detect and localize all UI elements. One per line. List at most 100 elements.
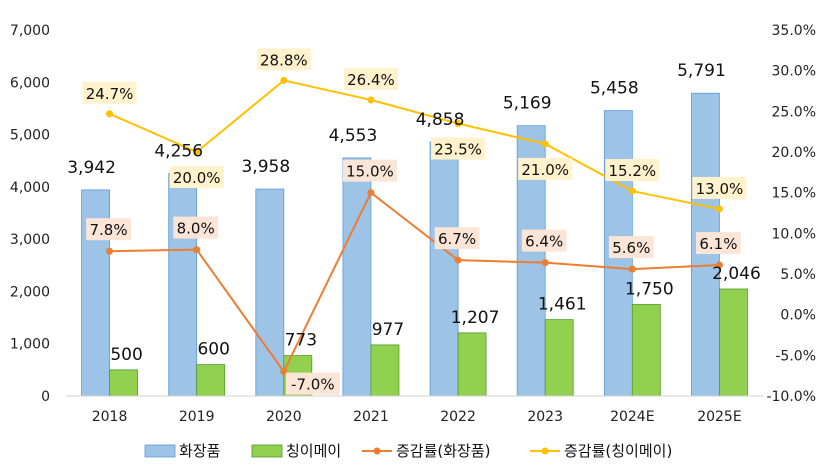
y-right-tick-7: 25.0% — [772, 104, 816, 120]
cosmetics-bar-2020 — [255, 188, 285, 397]
legend-label-cosmetics: 화장품 — [179, 442, 220, 460]
x-tick-2019: 2019 — [179, 409, 215, 425]
cosmetics-growth-point-2020 — [280, 368, 288, 376]
cosmetics-growth-point-2024E — [628, 265, 636, 273]
cosmetics-value-label-2020: 3,958 — [241, 157, 290, 177]
chicmax-growth-label-2021-group: 26.4% — [343, 67, 398, 90]
cosmetics-growth-point-2022 — [454, 256, 462, 264]
chicmax-value-label-2022: 1,207 — [451, 308, 500, 328]
chicmax-growth-point-2025E — [715, 205, 723, 213]
y-left-tick-6: 6,000 — [10, 75, 50, 91]
chicmax-value-label-2024E: 1,750 — [625, 280, 674, 300]
cosmetics-growth-label-2021: 15.0% — [346, 163, 394, 181]
y-right-tick-9: 35.0% — [772, 23, 816, 39]
cosmetics-growth-label-2023-group: 6.4% — [521, 229, 567, 252]
cosmetics-growth-label-2020-group: -7.0% — [285, 372, 340, 395]
cosmetics-growth-point-2018 — [106, 247, 114, 255]
lines-layer — [106, 76, 723, 376]
chicmax-growth-label-2022-bg — [431, 137, 486, 160]
chicmax-growth-line — [109, 79, 720, 210]
chicmax-growth-label-2025E-bg — [692, 176, 747, 199]
chicmax-growth-label-2020-group: 28.8% — [256, 48, 311, 71]
cosmetics-growth-label-2023: 6.4% — [525, 233, 563, 251]
cosmetics-growth-label-2019-group: 8.0% — [173, 216, 219, 239]
chicmax-bar-2021 — [370, 344, 400, 397]
legend-label-chicmax: 칭이메이 — [286, 442, 341, 460]
cosmetics-growth-label-2024E-bg — [608, 236, 654, 259]
cosmetics-growth-label-2019-bg — [173, 216, 219, 239]
chicmax-value-label-2021: 977 — [372, 320, 404, 340]
cosmetics-growth-label-2022: 6.7% — [438, 230, 476, 248]
chicmax-growth-label-2019-bg — [169, 166, 224, 188]
y-left-tick-2: 2,000 — [10, 284, 50, 300]
cosmetics-growth-label-2019: 8.0% — [177, 220, 215, 238]
y-right-tick-2: 0.0% — [780, 308, 816, 324]
y-right-tick-3: 5.0% — [780, 267, 816, 283]
chicmax-growth-label-2020: 28.8% — [260, 51, 308, 69]
legend-swatch-chicmax — [251, 444, 283, 458]
chicmax-bar-2018 — [109, 369, 138, 397]
cosmetics-growth-label-2022-bg — [434, 227, 480, 250]
cosmetics-growth-label-2024E: 5.6% — [612, 239, 650, 257]
chicmax-value-label-2020: 773 — [285, 331, 317, 351]
x-tick-2023: 2023 — [527, 409, 563, 425]
chicmax-growth-label-2018-bg — [82, 81, 137, 104]
legend: 화장품 칭이메이 증감률(화장품) 증감률(칭이메이) — [144, 442, 672, 460]
cosmetics-bar-2021 — [342, 157, 372, 397]
chicmax-bar-2025E — [719, 288, 748, 397]
chicmax-value-label-2023: 1,461 — [538, 295, 587, 315]
chicmax-bar-2022 — [457, 332, 487, 397]
chicmax-growth-label-2024E-group: 15.2% — [605, 159, 660, 182]
x-tick-2018: 2018 — [92, 409, 128, 425]
x-tick-2025E: 2025E — [697, 409, 741, 425]
cosmetics-value-label-2021: 4,553 — [329, 126, 378, 146]
labels-layer: 3,942 4,256 3,958 4,553 4,858 5,169 5,458 5,791… — [67, 48, 761, 395]
chicmax-growth-label-2018-group: 24.7% — [82, 81, 137, 104]
x-tick-2021: 2021 — [353, 409, 389, 425]
legend-label-chicmax-growth: 증감률(칭이메이) — [564, 442, 672, 460]
cosmetics-value-label-2023: 5,169 — [503, 94, 552, 114]
axes-layer: 0 1,000 2,000 3,000 4,000 5,000 6,000 7,000 -10.… — [10, 23, 816, 425]
cosmetics-growth-line — [109, 191, 720, 374]
legend-marker-chicmax-growth — [541, 447, 549, 455]
y-left-tick-3: 3,000 — [10, 232, 50, 248]
legend-swatch-cosmetics — [144, 444, 176, 458]
y-left-tick-5: 5,000 — [10, 128, 50, 144]
cosmetics-value-label-2024E: 5,458 — [590, 79, 639, 99]
chicmax-growth-label-2021-bg — [343, 67, 398, 90]
y-right-tick-8: 30.0% — [772, 64, 816, 80]
chicmax-growth-point-2018 — [106, 110, 114, 118]
chicmax-growth-label-2025E-group: 13.0% — [692, 176, 747, 199]
cosmetics-growth-label-2025E-group: 6.1% — [696, 232, 741, 255]
y-right-tick-6: 20.0% — [772, 145, 816, 161]
y-left-tick-1: 1,000 — [10, 337, 50, 353]
chicmax-growth-label-2022: 23.5% — [434, 141, 482, 159]
cosmetics-growth-point-2025E — [715, 261, 723, 269]
chicmax-growth-label-2023-group: 21.0% — [518, 157, 573, 180]
chicmax-growth-label-2018: 24.7% — [86, 85, 134, 103]
cosmetics-value-label-2019: 4,256 — [154, 141, 203, 161]
legend-marker-cosmetics-growth — [373, 447, 381, 455]
chicmax-growth-label-2025E: 13.0% — [696, 180, 744, 198]
cosmetics-growth-point-2021 — [367, 189, 375, 197]
y-right-tick-4: 10.0% — [772, 226, 816, 242]
y-left-tick-0: 0 — [41, 389, 50, 405]
cosmetics-growth-label-2021-bg — [342, 159, 397, 182]
cosmetics-growth-label-2020: -7.0% — [291, 376, 335, 394]
chicmax-growth-label-2021: 26.4% — [347, 71, 395, 89]
chicmax-growth-point-2020 — [280, 76, 288, 84]
chicmax-growth-label-2024E: 15.2% — [608, 162, 656, 180]
chicmax-growth-point-2024E — [628, 187, 636, 195]
chicmax-growth-label-2020-bg — [256, 48, 311, 71]
cosmetics-value-label-2018: 3,942 — [67, 158, 116, 178]
y-left-tick-4: 4,000 — [10, 180, 50, 196]
x-tick-2020: 2020 — [266, 409, 302, 425]
chicmax-growth-point-2023 — [541, 140, 549, 148]
chicmax-growth-point-2021 — [367, 96, 375, 104]
cosmetics-growth-label-2020-bg — [285, 372, 340, 395]
cosmetics-growth-label-2021-group: 15.0% — [342, 159, 397, 182]
cosmetics-value-label-2025E: 5,791 — [677, 61, 726, 81]
cosmetics-growth-point-2019 — [193, 246, 201, 254]
chicmax-growth-label-2023: 21.0% — [521, 161, 569, 179]
